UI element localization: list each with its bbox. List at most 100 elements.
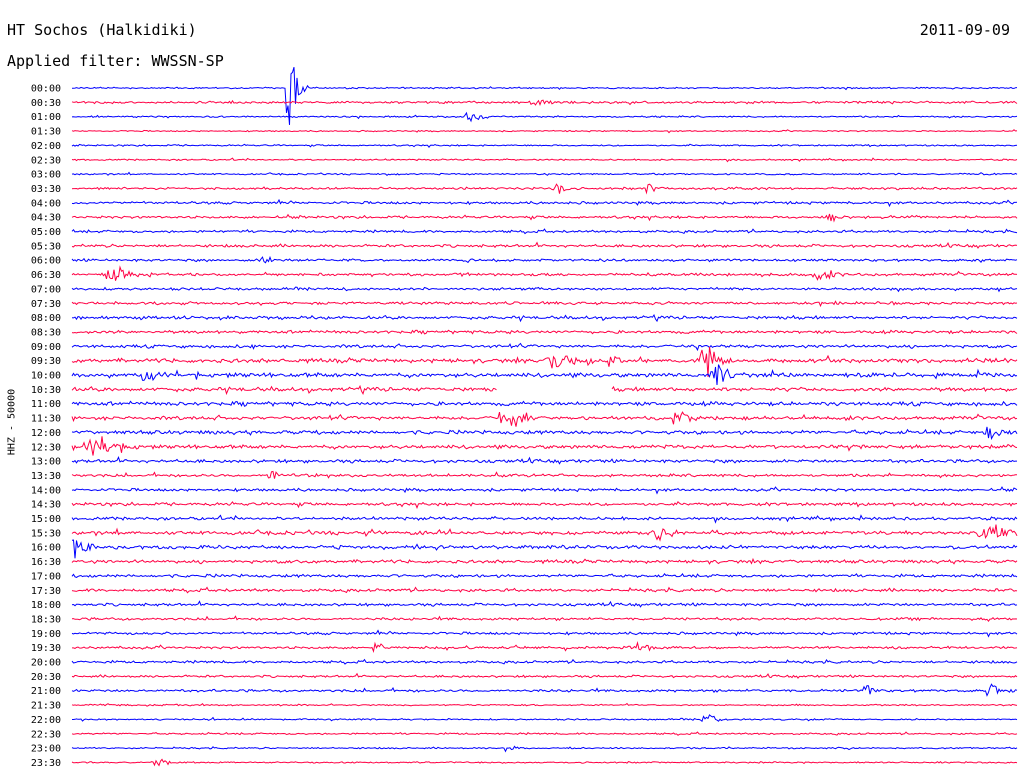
trace-0230 (71, 157, 1018, 163)
trace-0700 (71, 286, 1018, 293)
trace-1330 (71, 470, 1018, 479)
trace-1030 (71, 384, 1018, 396)
trace-0800 (71, 314, 1018, 323)
time-label: 18:00 (31, 600, 61, 611)
time-label: 09:30 (31, 356, 61, 367)
trace-0600 (71, 255, 1018, 264)
trace-0000 (71, 66, 1018, 125)
time-label: 12:30 (31, 442, 61, 453)
trace-2330 (71, 758, 1018, 767)
time-label: 15:30 (31, 528, 61, 539)
trace-1630 (71, 557, 1018, 565)
trace-0400 (71, 198, 1018, 208)
time-label: 22:30 (31, 729, 61, 740)
trace-1200 (71, 426, 1018, 441)
time-label: 23:30 (31, 758, 61, 769)
trace-0730 (71, 300, 1018, 308)
trace-1230 (71, 436, 1018, 456)
trace-2300 (71, 745, 1018, 753)
time-label: 00:30 (31, 98, 61, 109)
trace-1430 (71, 501, 1018, 510)
time-label: 07:00 (31, 284, 61, 295)
trace-group (71, 66, 1018, 767)
time-label: 05:00 (31, 227, 61, 238)
station-title: HT Sochos (Halkidiki) (7, 21, 197, 39)
trace-1500 (71, 514, 1018, 524)
time-label: 12:00 (31, 428, 61, 439)
time-label: 19:30 (31, 643, 61, 654)
time-label: 21:30 (31, 701, 61, 712)
time-label: 08:30 (31, 327, 61, 338)
trace-1730 (71, 586, 1018, 594)
trace-1800 (71, 600, 1018, 608)
trace-0630 (71, 265, 1018, 281)
time-label: 22:00 (31, 715, 61, 726)
trace-1130 (71, 411, 1018, 427)
time-label: 17:30 (31, 586, 61, 597)
trace-0330 (71, 183, 1018, 195)
trace-0930 (71, 346, 1018, 377)
trace-2200 (72, 714, 1018, 723)
time-label: 04:30 (31, 213, 61, 224)
time-label: 17:00 (31, 571, 61, 582)
time-label: 14:00 (31, 485, 61, 496)
trace-1100 (71, 400, 1018, 408)
trace-2000 (71, 658, 1018, 665)
time-label: 23:00 (31, 744, 61, 755)
time-label: 09:00 (31, 342, 61, 353)
trace-2230 (71, 731, 1018, 736)
trace-1930 (72, 640, 1018, 653)
date-label: 2011-09-09 (919, 21, 1010, 39)
time-label: 04:00 (31, 198, 61, 209)
trace-2130 (71, 702, 1018, 707)
time-label-group: 00:00 00:30 01:00 01:30 02:00 02:30 03:00 03:30… (31, 84, 61, 769)
time-label: 21:00 (31, 686, 61, 697)
time-label: 15:00 (31, 514, 61, 525)
trace-0130 (71, 129, 1018, 134)
time-label: 10:00 (31, 371, 61, 382)
time-label: 06:30 (31, 270, 61, 281)
time-label: 16:30 (31, 557, 61, 568)
time-label: 16:00 (31, 543, 61, 554)
trace-1830 (71, 615, 1018, 623)
trace-2030 (71, 672, 1018, 679)
filter-label: Applied filter: WWSSN-SP (7, 52, 224, 70)
time-label: 11:30 (31, 414, 61, 425)
time-label: 19:00 (31, 629, 61, 640)
trace-2100 (71, 683, 1018, 697)
trace-0030 (71, 99, 1018, 106)
time-label: 10:30 (31, 385, 61, 396)
trace-1700 (71, 572, 1018, 579)
trace-1300 (71, 455, 1017, 465)
time-label: 07:30 (31, 299, 61, 310)
time-label: 14:30 (31, 500, 61, 511)
time-label: 20:00 (31, 658, 61, 669)
time-label: 18:30 (31, 614, 61, 625)
trace-0500 (71, 228, 1018, 235)
time-label: 13:00 (31, 457, 61, 468)
trace-0430 (71, 213, 1018, 223)
time-label: 03:00 (31, 170, 61, 181)
time-label: 02:30 (31, 155, 61, 166)
trace-1600 (71, 539, 1018, 559)
time-label: 02:00 (31, 141, 61, 152)
time-label: 08:00 (31, 313, 61, 324)
time-label: 20:30 (31, 672, 61, 683)
time-label: 11:00 (31, 399, 61, 410)
trace-0100 (71, 111, 1018, 123)
time-label: 01:30 (31, 127, 61, 138)
trace-1900 (71, 629, 1018, 638)
time-label: 03:30 (31, 184, 61, 195)
trace-1000 (71, 364, 1018, 386)
trace-1400 (71, 486, 1018, 495)
trace-1530 (71, 524, 1018, 542)
trace-0830 (71, 329, 1018, 335)
time-label: 06:00 (31, 256, 61, 267)
trace-0200 (71, 143, 1018, 149)
trace-0900 (71, 342, 1018, 352)
time-label: 13:30 (31, 471, 61, 482)
time-label: 05:30 (31, 241, 61, 252)
trace-0300 (71, 171, 1018, 177)
time-label: 00:00 (31, 84, 61, 95)
